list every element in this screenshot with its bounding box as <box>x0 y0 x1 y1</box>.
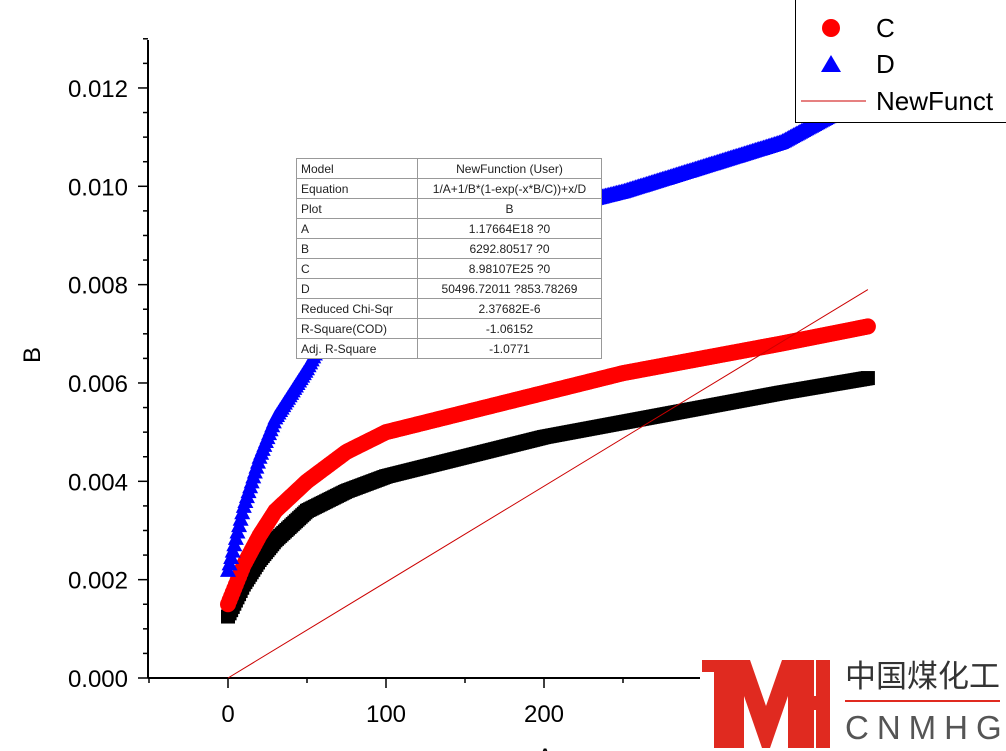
fit-label: Adj. R-Square <box>296 338 418 359</box>
series-b <box>221 371 875 624</box>
y-tick-label: 0.010 <box>68 174 128 201</box>
fit-table-row: A 1.17664E18 ?0 <box>296 218 602 239</box>
fit-table-row: Equation 1/A+1/B*(1-exp(-x*B/C))+x/D <box>296 178 602 199</box>
fit-label: R-Square(COD) <box>296 318 418 339</box>
y-tick-label: 0.004 <box>68 469 128 496</box>
fit-label: A <box>296 218 418 239</box>
fit-value: 6292.80517 ?0 <box>417 238 602 259</box>
y-tick-label: 0.008 <box>68 273 128 300</box>
x-tick-label: 200 <box>524 701 564 728</box>
fit-table-row: Reduced Chi-Sqr 2.37682E-6 <box>296 298 602 319</box>
fit-table-row: Model NewFunction (User) <box>296 158 602 179</box>
legend-label-c: C <box>876 13 895 43</box>
series-c <box>220 318 876 613</box>
data-point <box>860 371 875 386</box>
fit-table-row: B 6292.80517 ?0 <box>296 238 602 259</box>
legend-label-d: D <box>876 49 895 79</box>
data-point <box>859 318 876 335</box>
fit-value: 2.37682E-6 <box>417 298 602 319</box>
legend-marker-d <box>821 55 841 72</box>
watermark-cn: 中国煤化工 <box>845 659 1000 694</box>
fit-results-table: Model NewFunction (User) Equation 1/A+1/B*(… <box>296 158 602 359</box>
fit-label: Plot <box>296 198 418 219</box>
x-axis-label: A <box>537 744 553 751</box>
fit-table-row: D 50496.72011 ?853.78269 <box>296 278 602 299</box>
y-tick-label: 0.000 <box>68 666 128 693</box>
y-tick-label: 0.012 <box>68 76 128 103</box>
fit-value: 8.98107E25 ?0 <box>417 258 602 279</box>
fit-label: Reduced Chi-Sqr <box>296 298 418 319</box>
watermark-en: CNMHG <box>845 709 1006 746</box>
x-tick-label: 0 <box>221 701 234 728</box>
fit-table-row: Plot B <box>296 198 602 219</box>
fit-label: Equation <box>296 178 418 199</box>
fit-label: Model <box>296 158 418 179</box>
fit-table-row: Adj. R-Square -1.0771 <box>296 338 602 359</box>
fit-value: 1/A+1/B*(1-exp(-x*B/C))+x/D <box>417 178 602 199</box>
fit-value: 50496.72011 ?853.78269 <box>417 278 602 299</box>
fit-value: B <box>417 198 602 219</box>
logo-mark <box>702 660 800 748</box>
fit-label: C <box>296 258 418 279</box>
series-newfunct <box>227 289 869 679</box>
fit-value: NewFunction (User) <box>417 158 602 179</box>
fit-table-row: R-Square(COD) -1.06152 <box>296 318 602 339</box>
legend-label-newfunct: NewFunct <box>876 86 994 116</box>
legend-marker-c <box>822 19 840 37</box>
fit-label: D <box>296 278 418 299</box>
logo-mark-h <box>800 660 830 748</box>
watermark-logo: 中国煤化工 CNMHG <box>700 656 1006 751</box>
fit-table-row: C 8.98107E25 ?0 <box>296 258 602 279</box>
fit-value: 1.17664E18 ?0 <box>417 218 602 239</box>
y-tick-label: 0.002 <box>68 568 128 595</box>
x-tick-label: 100 <box>366 701 406 728</box>
legend: C D NewFunct <box>795 0 1006 123</box>
fit-label: B <box>296 238 418 259</box>
fit-value: -1.0771 <box>417 338 602 359</box>
y-axis-label: B <box>19 347 46 363</box>
fit-line <box>227 289 869 679</box>
fit-value: -1.06152 <box>417 318 602 339</box>
y-tick-label: 0.006 <box>68 371 128 398</box>
